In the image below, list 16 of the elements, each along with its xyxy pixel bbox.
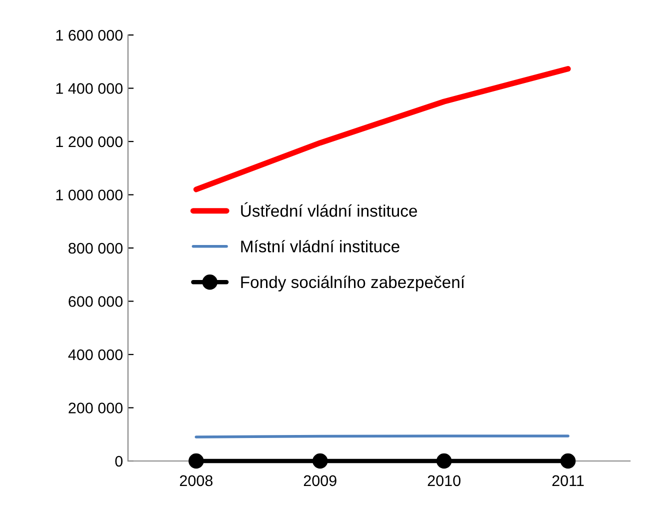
y-tick-label: 600 000: [68, 296, 123, 307]
y-tick-label: 200 000: [68, 402, 123, 414]
legend-label: Fondy sociálního zabezpečení: [241, 276, 465, 292]
x-tick-label: 2010: [428, 475, 460, 486]
y-tick-label: 1 200 000: [56, 136, 123, 148]
y-tick-label: 1 400 000: [56, 83, 123, 94]
x-tick-label: 2009: [304, 475, 336, 486]
y-tick-label: 1 000 000: [56, 190, 123, 200]
y-tick-label: 0: [115, 456, 123, 467]
legend-label: Místní vládní instituce: [241, 240, 400, 252]
x-tick-label: 2011: [552, 475, 584, 486]
x-tick-label: 2008: [180, 475, 213, 486]
y-tick-label: 400 000: [68, 349, 123, 360]
y-tick-label: 1 600 000: [56, 30, 123, 41]
legend-label: Ústřední vládní instituce: [241, 202, 417, 217]
y-tick-label: 800 000: [68, 242, 123, 254]
